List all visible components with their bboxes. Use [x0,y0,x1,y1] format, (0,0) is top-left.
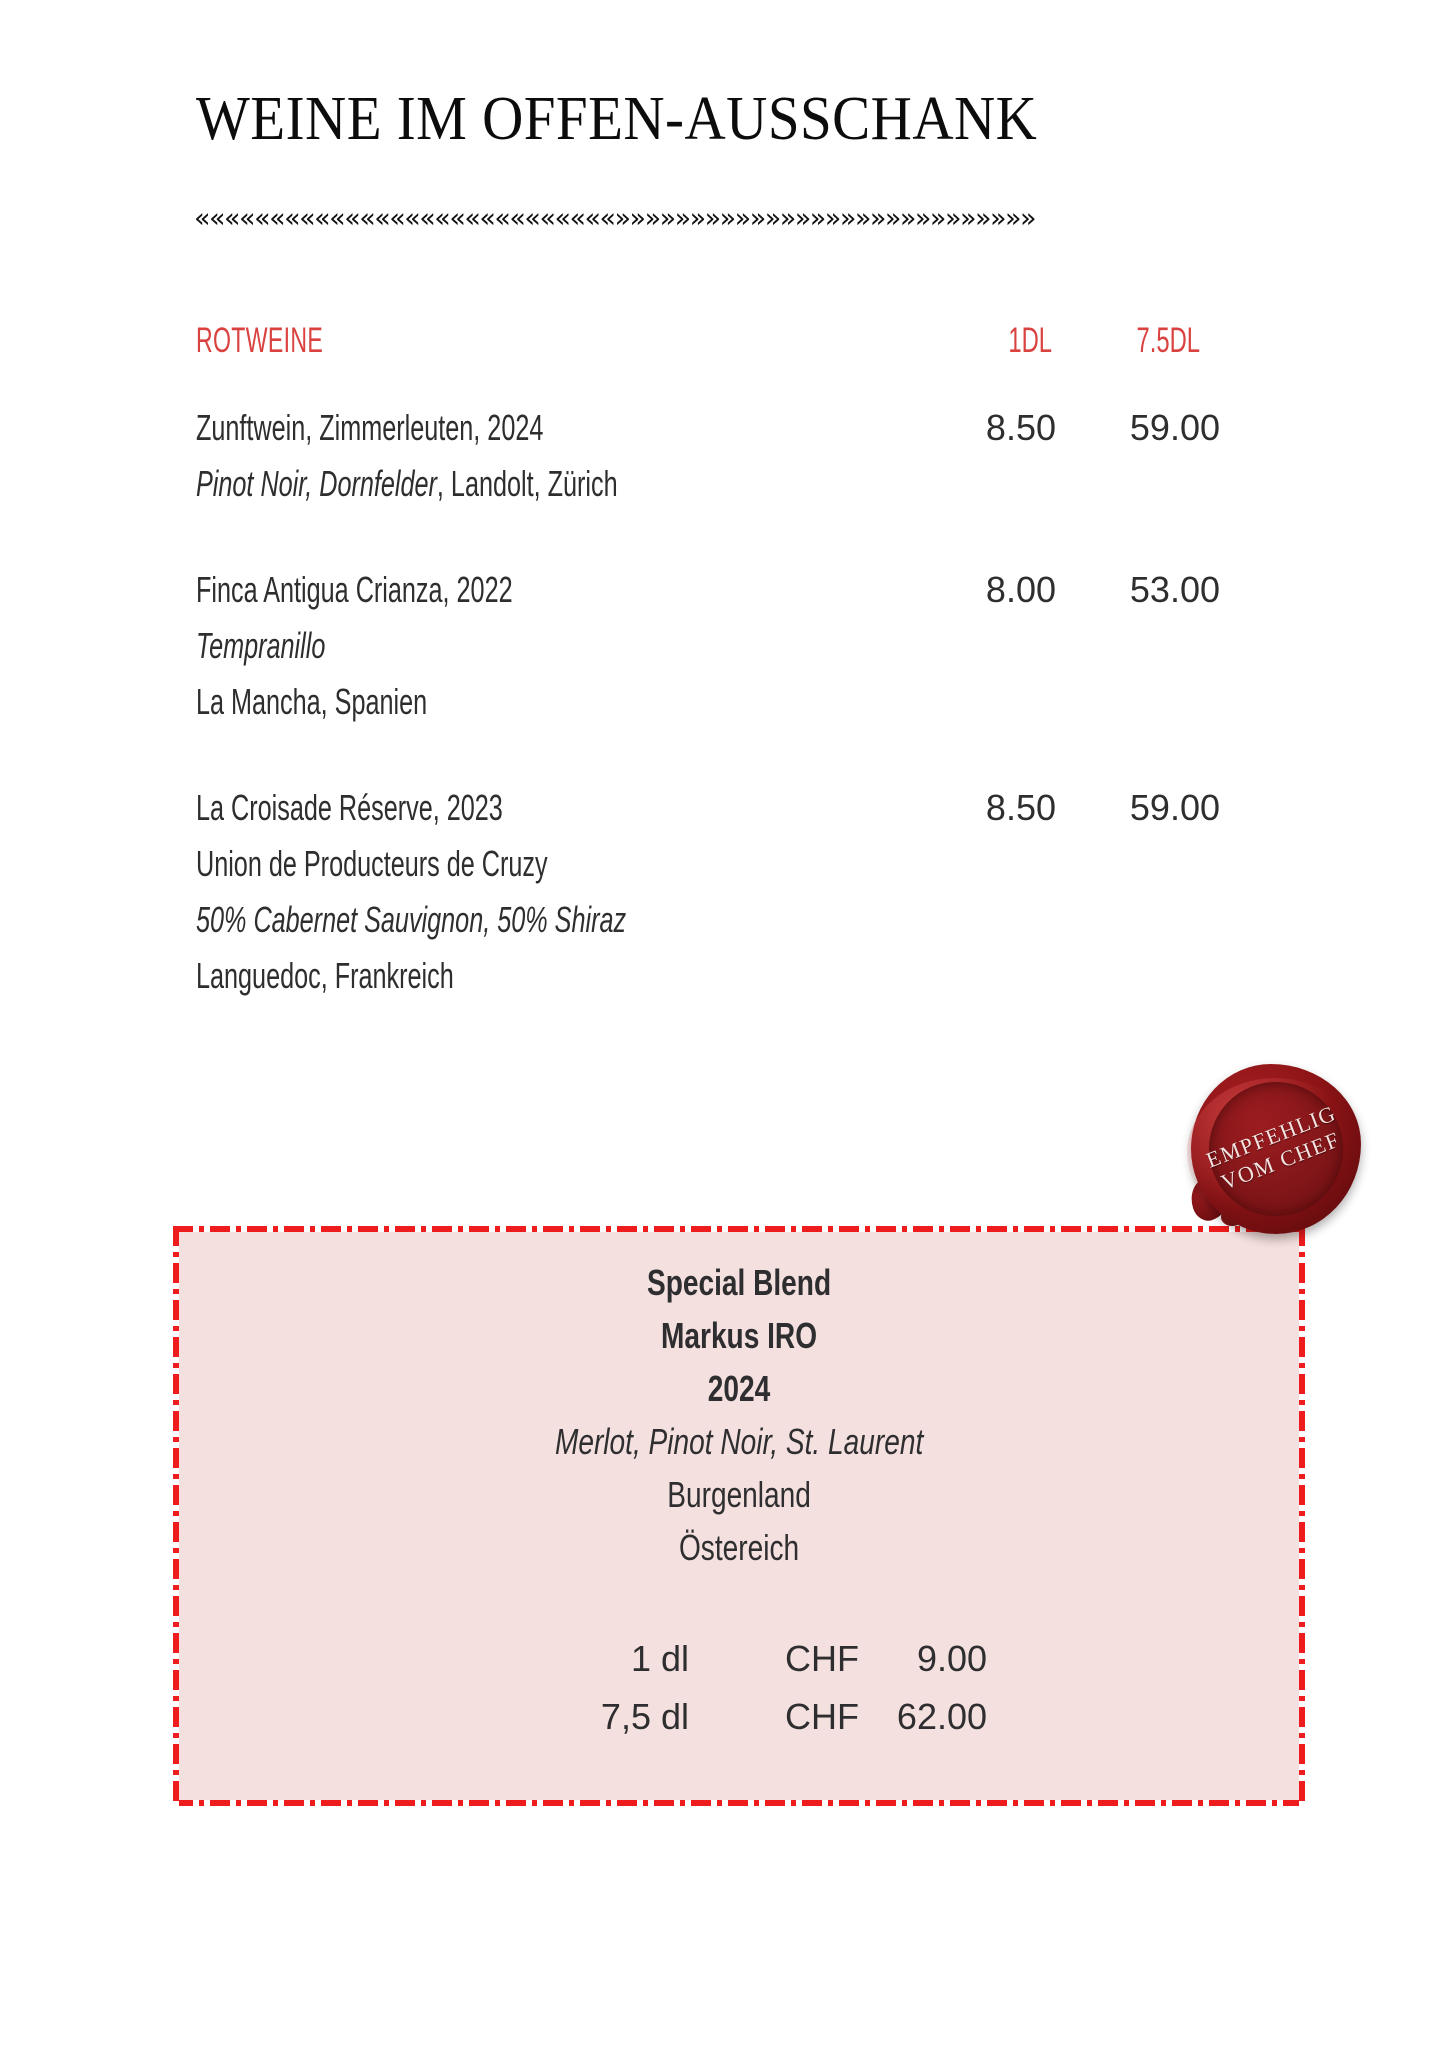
special-blend-region: Burgenland [173,1468,1305,1521]
wine-name: La Croisade Réserve, 2023 [196,787,503,828]
section-title: ROTWEINE [196,321,324,360]
wine-grape-line: Pinot Noir, Dornfelder, Landolt, Zürich [196,456,957,512]
box-border-left [173,1226,179,1806]
wine-price-1dl: 8.00 [985,569,1056,610]
wine-price-1dl: 8.50 [985,407,1056,448]
wine-list: Zunftwein, Zimmerleuten, 2024 Pinot Noir… [196,400,1220,1054]
column-header-1dl: 1DL [1008,321,1052,360]
wine-region: La Mancha, Spanien [196,681,428,722]
price-currency-amount: CHF 62.00 [689,1688,1019,1746]
special-blend-price-row: 1 dl CHF 9.00 [459,1630,1019,1688]
wine-grape: Tempranillo [196,625,326,666]
wine-producer: Union de Producteurs de Cruzy [196,843,548,884]
special-blend-grapes: Merlot, Pinot Noir, St. Laurent [173,1415,1305,1468]
special-blend-country-text: Östereich [678,1527,800,1568]
special-blend-vintage-text: 2024 [707,1368,771,1409]
wine-name: Finca Antigua Crianza, 2022 [196,569,513,610]
wine-price-75dl: 59.00 [1129,407,1220,448]
price-volume: 1 dl [630,1638,689,1679]
wine-name: Zunftwein, Zimmerleuten, 2024 [196,407,544,448]
price-currency: CHF [785,1638,859,1679]
special-blend-region-text: Burgenland [667,1474,811,1515]
wine-grape: Pinot Noir, Dornfelder [196,463,437,504]
special-blend-producer: Markus IRO [173,1309,1305,1362]
page-title: WEINE IM OFFEN-AUSSCHANK [196,85,1038,153]
wine-entry: Zunftwein, Zimmerleuten, 2024 Pinot Noir… [196,400,1220,512]
special-blend-box: Special Blend Markus IRO 2024 Merlot, Pi… [173,1226,1305,1806]
special-blend-price-row: 7,5 dl CHF 62.00 [459,1688,1019,1746]
wax-seal-blob [1185,1058,1367,1240]
wine-price-75dl: 59.00 [1129,787,1220,828]
price-amount: 9.00 [916,1638,988,1679]
special-blend-vintage: 2024 [173,1362,1305,1415]
price-currency: CHF [785,1696,859,1737]
wine-entry: Finca Antigua Crianza, 2022 Tempranillo … [196,562,1220,730]
column-header-75dl: 7.5DL [1136,321,1200,360]
wax-seal-inner [1209,1082,1343,1216]
box-border-right [1299,1226,1305,1806]
wine-price-1dl: 8.50 [985,787,1056,828]
wine-region: Languedoc, Frankreich [196,955,454,996]
wine-producer-region: , Landolt, Zürich [436,463,618,504]
price-amount: 62.00 [896,1696,988,1737]
special-blend-title-text: Special Blend [646,1262,832,1303]
wine-text-block: Finca Antigua Crianza, 2022 Tempranillo … [196,562,956,730]
wine-text-block: Zunftwein, Zimmerleuten, 2024 Pinot Noir… [196,400,956,512]
price-currency-amount: CHF 9.00 [689,1630,1019,1688]
special-blend-price-table: 1 dl CHF 9.00 7,5 dl CHF 62.00 [173,1630,1305,1746]
special-blend-title: Special Blend [173,1256,1305,1309]
wine-text-block: La Croisade Réserve, 2023 Union de Produ… [196,780,956,1004]
special-blend-producer-text: Markus IRO [660,1315,818,1356]
box-border-bottom [173,1800,1305,1806]
wax-seal-stamp: EMPFEHLIG VOM CHEF [1185,1058,1367,1240]
price-volume: 7,5 dl [600,1696,689,1737]
wine-entry: La Croisade Réserve, 2023 Union de Produ… [196,780,1220,1004]
special-blend-grapes-text: Merlot, Pinot Noir, St. Laurent [554,1421,924,1462]
box-border-top [173,1226,1305,1232]
special-blend-country: Östereich [173,1521,1305,1574]
guillemet-divider: ««««««««««««««««««««««««««««»»»»»»»»»»»»… [194,205,1037,232]
wine-price-75dl: 53.00 [1129,569,1220,610]
wine-grape: 50% Cabernet Sauvignon, 50% Shiraz [196,899,627,940]
